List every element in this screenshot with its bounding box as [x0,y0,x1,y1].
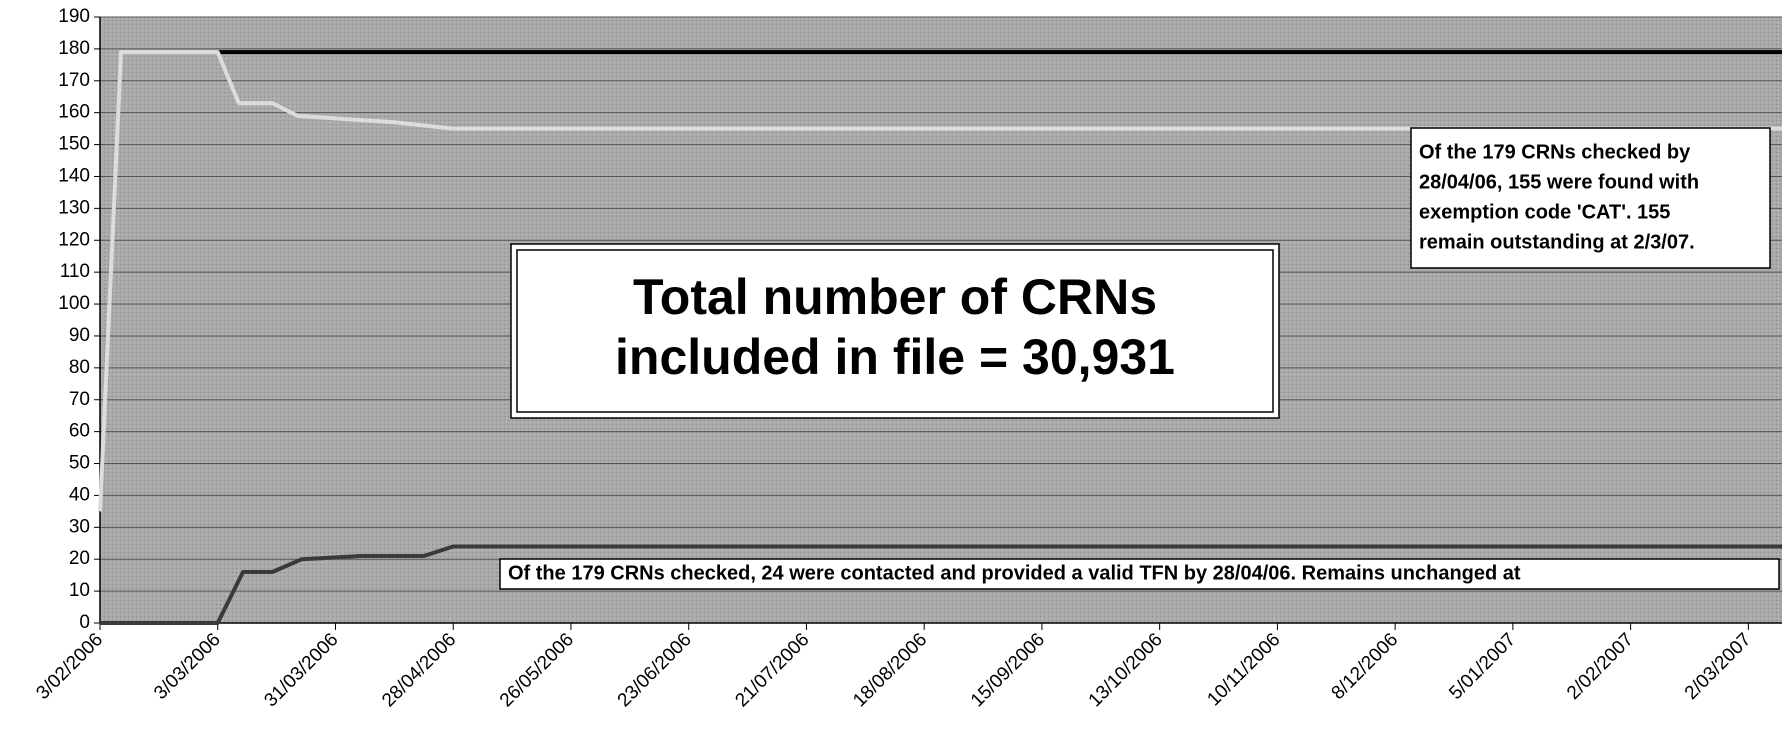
y-tick-label: 60 [69,421,90,442]
x-tick-label: 13/10/2006 [1085,629,1167,711]
x-tick-label: 21/07/2006 [731,629,813,711]
y-tick-label: 140 [58,165,90,186]
y-tick-label: 70 [69,389,90,410]
annotation-text: Of the 179 CRNs checked, 24 were contact… [508,562,1521,584]
line-series [100,544,1782,625]
y-tick-label: 30 [69,516,90,537]
x-tick-label: 5/01/2007 [1445,629,1520,704]
y-tick-label: 110 [60,261,90,282]
x-tick-label: 10/11/2006 [1203,629,1284,710]
annotation-text: 28/04/06, 155 were found with [1419,171,1699,193]
annotation-box [1410,127,1771,269]
annotation-text: exemption code 'CAT'. 155 [1419,201,1670,223]
annotation-text: Of the 179 CRNs checked by [1419,141,1691,163]
y-tick-label: 80 [69,357,90,378]
x-tick-label: 8/12/2006 [1328,629,1403,704]
x-tick-label: 15/09/2006 [967,629,1049,711]
x-tick-label: 23/06/2006 [614,629,696,711]
y-tick-label: 0 [79,612,90,633]
x-tick-label: 31/03/2006 [260,629,342,711]
x-tick-label: 2/03/2007 [1681,629,1756,704]
x-tick-label: 3/03/2006 [150,629,225,704]
y-tick-label: 50 [69,453,90,474]
y-tick-label: 40 [69,484,90,505]
annotation-text: included in file = 30,931 [615,329,1175,385]
line-series [98,50,1782,512]
y-tick-label: 20 [69,548,90,569]
annotation-box [510,243,1280,419]
y-tick-label: 170 [58,70,90,91]
x-tick-label: 2/02/2007 [1563,629,1638,704]
y-tick-label: 180 [58,38,90,59]
x-tick-label: 26/05/2006 [496,629,578,711]
annotation-text: Total number of CRNs [633,269,1157,325]
y-tick-label: 190 [58,6,90,27]
annotation-box-inner [516,249,1274,413]
annotation-text: remain outstanding at 2/3/07. [1419,231,1695,253]
y-tick-label: 130 [58,197,90,218]
y-tick-label: 120 [58,229,90,250]
y-tick-label: 100 [58,293,90,314]
annotation-box [499,558,1780,590]
x-tick-label: 3/02/2006 [32,629,107,704]
y-tick-label: 90 [69,325,90,346]
y-tick-label: 160 [58,102,90,123]
y-tick-label: 150 [58,134,90,155]
y-tick-label: 10 [69,580,90,601]
x-tick-label: 18/08/2006 [849,629,931,711]
x-tick-label: 28/04/2006 [378,629,460,711]
